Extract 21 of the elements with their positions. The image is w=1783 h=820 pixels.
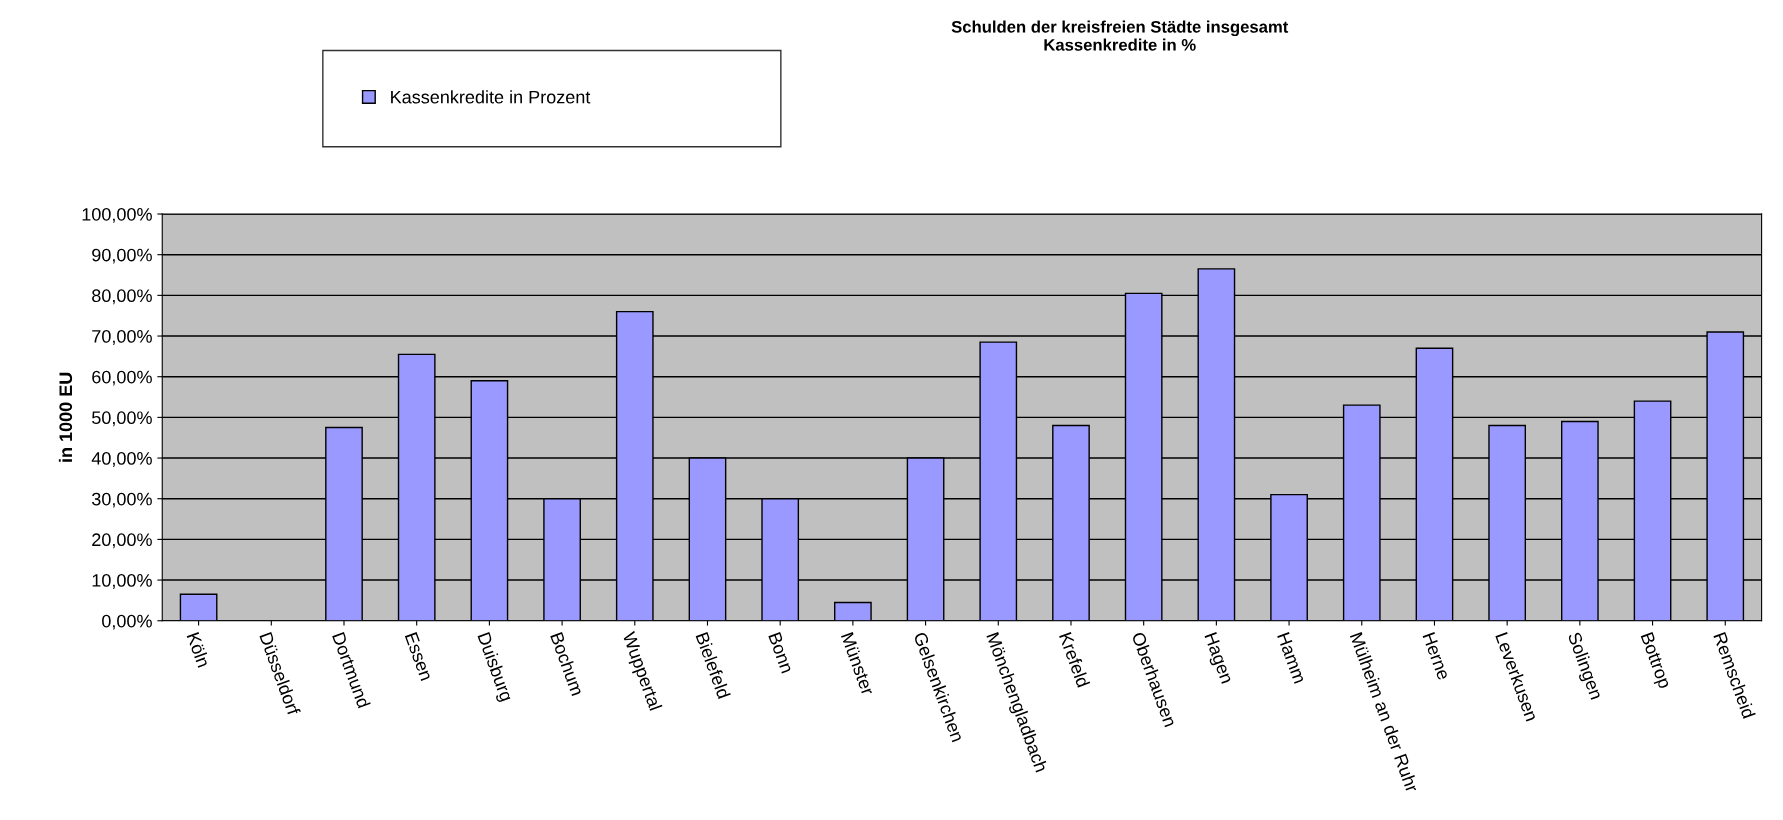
x-tick-label: Essen [404,632,433,682]
chart-title: Schulden der kreisfreien Städte insgesamt Kassenkredite in % [951,20,1289,51]
x-tick-label: Köln [186,631,211,668]
x-tick-label: Hamm [1277,632,1307,684]
y-axis-title: in 1000 EU [58,372,73,462]
legend-label: Kassenkredite in Prozent [391,90,591,104]
x-tick-label: Hagen [1201,632,1234,686]
y-tick-label: 60,00% [92,370,152,386]
y-tick-label: 80,00% [92,289,152,305]
y-tick-label: 0,00% [102,614,152,630]
y-tick-label: 90,00% [92,248,152,264]
x-tick-label: Bottrop [1637,632,1672,691]
y-tick-label: 40,00% [91,451,152,467]
x-tick-label: Bonn [768,632,794,674]
y-tick-label: 100,00% [82,207,152,223]
y-tick-label: 10,00% [92,574,152,589]
y-tick-label: 70,00% [92,329,152,345]
y-tick-label: 50,00% [92,411,152,427]
y-tick-label: 30,00% [91,492,152,508]
x-tick-label: Herne [1422,632,1451,681]
y-tick-label: 20,00% [92,533,152,549]
